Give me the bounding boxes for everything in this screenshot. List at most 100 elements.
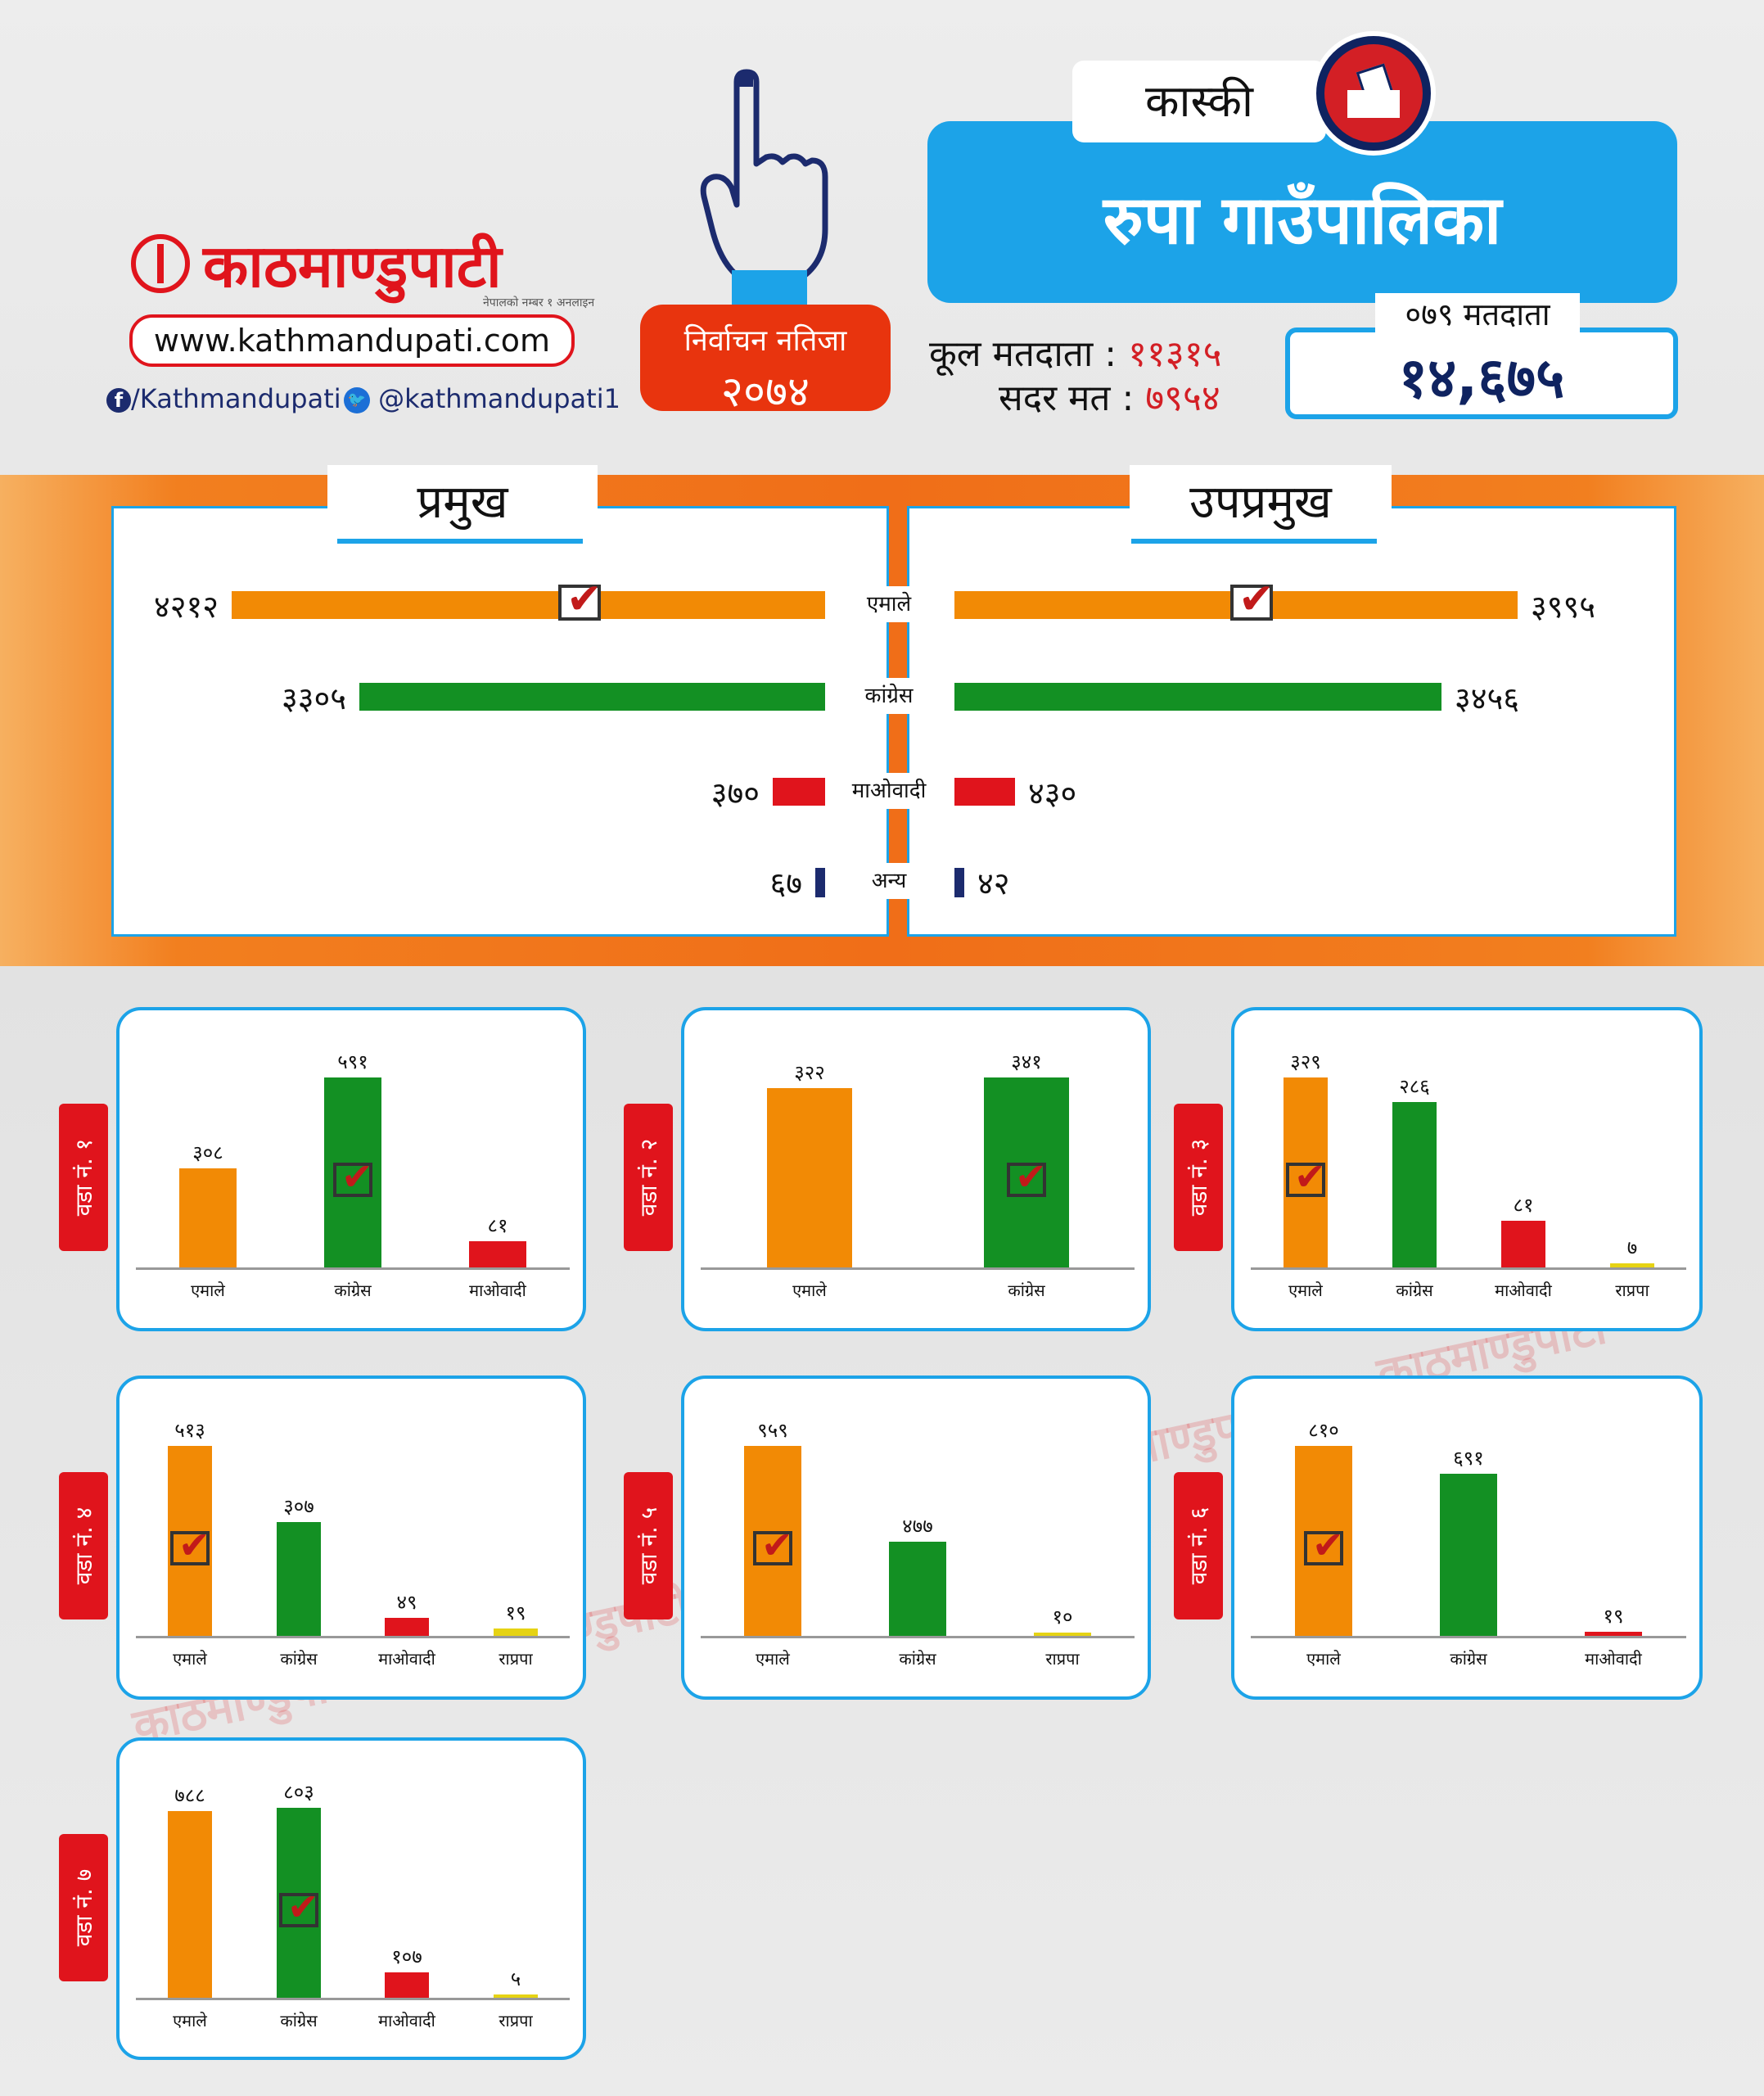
- ward-6-category-1: कांग्रेस: [1450, 1649, 1487, 1669]
- ward-4-winner-check-icon: [170, 1523, 210, 1567]
- result-year: २०७४: [720, 368, 810, 417]
- mayor-value-3: ६७: [769, 865, 802, 901]
- ward-3-tag: वडा नं. ३: [1174, 1104, 1223, 1251]
- twitter-link[interactable]: 🐦 @kathmandupati1: [344, 383, 620, 414]
- result-badge: निर्वाचन नतिजा २०७४: [640, 305, 891, 417]
- ward-1-value-1: ५९१: [337, 1050, 368, 1073]
- ward-2-winner-check-icon: [1007, 1154, 1047, 1199]
- ward-3-category-0: एमाले: [1288, 1281, 1323, 1300]
- ballot-box-icon: [1311, 31, 1436, 156]
- ward-4-value-3: १९: [505, 1601, 526, 1624]
- ward-3-value-2: ८१: [1513, 1194, 1534, 1217]
- brand-logo: काठमाण्डुपाटी नेपालको नम्बर १ अनलाइन: [131, 228, 594, 309]
- ward-4-category-3: राप्रपा: [499, 1649, 533, 1669]
- ward-3-category-1: कांग्रेस: [1396, 1281, 1433, 1300]
- twitter-icon: 🐦: [344, 387, 370, 413]
- ward-2-value-0: ३२२: [794, 1061, 825, 1084]
- ward-6-value-1: ६९१: [1453, 1447, 1484, 1470]
- ward-4-baseline: [136, 1636, 570, 1638]
- ward-4-category-0: एमाले: [173, 1649, 207, 1669]
- deputy-heading-underline: [1131, 539, 1377, 544]
- ward-4-category-2: माओवादी: [378, 1649, 435, 1669]
- party-label-2: माओवादी: [843, 773, 935, 809]
- ward-1-chart: ३०८ एमाले ५९१ कांग्रेस ८१ माओवादी: [116, 1007, 586, 1331]
- party-label-1: कांग्रेस: [843, 678, 935, 714]
- ward-7-category-0: एमाले: [173, 2011, 207, 2030]
- ward-4-title: वडा नं. ४: [70, 1506, 97, 1585]
- ward-7-value-2: १०७: [391, 1945, 422, 1968]
- ward-7-value-0: ७८८: [174, 1784, 205, 1807]
- ward-7-bar-2: [385, 1972, 429, 1998]
- ward-5-category-1: कांग्रेस: [899, 1649, 936, 1669]
- ward-1-category-0: एमाले: [191, 1281, 225, 1300]
- ward-3-bar-2: [1501, 1221, 1545, 1267]
- ward-3-title: वडा नं. ३: [1185, 1138, 1212, 1217]
- ward-6-bar-1: [1440, 1474, 1497, 1636]
- mayor-bar-2: [773, 778, 825, 806]
- deputy-winner-check-icon: [1230, 575, 1275, 624]
- valid-votes: सदर मत : ७९५४: [999, 372, 1220, 421]
- ward-2-category-1: कांग्रेस: [1008, 1281, 1045, 1300]
- ward-1-baseline: [136, 1267, 570, 1270]
- ward-7-category-2: माओवादी: [378, 2011, 435, 2030]
- ward-6-value-0: ८१०: [1308, 1419, 1339, 1442]
- ward-1-bar-2: [469, 1241, 526, 1267]
- ward-4-value-2: ४९: [396, 1591, 417, 1614]
- mayor-heading: प्रमुख: [327, 465, 598, 540]
- total-voters-label: कूल मतदाता :: [929, 333, 1117, 375]
- ward-5-baseline: [701, 1636, 1135, 1638]
- ward-2-baseline: [701, 1267, 1135, 1270]
- ward-2-value-1: ३४१: [1011, 1050, 1042, 1073]
- ward-4-bar-1: [277, 1522, 321, 1636]
- ward-7-category-3: राप्रपा: [499, 2011, 533, 2030]
- ward-3-winner-check-icon: [1286, 1154, 1326, 1199]
- ward-7-bar-0: [168, 1811, 212, 1998]
- mayor-bar-1: [359, 683, 825, 711]
- logo-tagline: नेपालको नम्बर १ अनलाइन: [483, 296, 595, 309]
- deputy-heading: उपप्रमुख: [1130, 465, 1392, 540]
- ward-5-bar-1: [889, 1542, 946, 1636]
- ward-5-title: वडा नं. ५: [635, 1506, 662, 1585]
- deputy-panel: [907, 506, 1676, 937]
- ward-6-value-2: १९: [1603, 1605, 1624, 1628]
- total-voters: कूल मतदाता : ११३१५: [929, 328, 1221, 377]
- ward-1-bar-0: [179, 1168, 237, 1267]
- mayor-heading-underline: [337, 539, 583, 544]
- ward-5-category-2: राप्रपा: [1045, 1649, 1080, 1669]
- ward-3-value-0: ३२९: [1290, 1050, 1321, 1073]
- ward-4-bar-3: [494, 1628, 538, 1636]
- ward-6-chart: ८१० एमाले ६९१ कांग्रेस १९ माओवादी: [1231, 1376, 1703, 1700]
- ward-5-value-0: ९५९: [757, 1419, 788, 1442]
- deputy-value-2: ४३०: [1028, 775, 1077, 811]
- ward-5-value-1: ४७७: [902, 1515, 933, 1538]
- ward-3-baseline: [1251, 1267, 1686, 1270]
- website-link[interactable]: www.kathmandupati.com: [129, 314, 575, 367]
- ward-2-category-0: एमाले: [792, 1281, 827, 1300]
- ward-3-value-3: ७: [1626, 1236, 1638, 1259]
- deputy-value-3: ४२: [977, 865, 1010, 901]
- ward-2-bar-0: [767, 1088, 852, 1267]
- ward-1-value-2: ८१: [487, 1214, 508, 1237]
- ward-7-chart: ७८८ एमाले ८०३ कांग्रेस १०७ माओवादी ५ राप्रपा: [116, 1737, 586, 2060]
- twitter-handle: @kathmandupati1: [378, 383, 620, 414]
- logo-text: काठमाण्डुपाटी: [203, 232, 502, 300]
- facebook-link[interactable]: f/Kathmandupati: [106, 383, 341, 414]
- ward-6-tag: वडा नं. ६: [1174, 1472, 1223, 1619]
- valid-votes-value: ७९५४: [1145, 377, 1220, 419]
- ward-6-winner-check-icon: [1304, 1523, 1344, 1567]
- party-label-0: एमाले: [843, 586, 935, 622]
- mayor-value-1: ३३०५: [281, 680, 346, 716]
- ward-4-tag: वडा नं. ४: [59, 1472, 108, 1619]
- deputy-bar-1: [954, 683, 1441, 711]
- ward-2-title: वडा नं. २: [635, 1138, 662, 1217]
- mayor-value-2: ३७०: [711, 775, 760, 811]
- mayor-bar-0: [232, 591, 825, 619]
- deputy-bar-2: [954, 778, 1015, 806]
- ward-7-tag: वडा नं. ७: [59, 1834, 108, 1981]
- deputy-value-1: ३४५६: [1455, 680, 1520, 716]
- mayor-bar-3: [815, 868, 825, 897]
- deputy-value-0: ३९९५: [1531, 589, 1596, 625]
- ward-7-baseline: [136, 1998, 570, 2000]
- voters-079-label: ०७९ मतदाता: [1375, 293, 1580, 336]
- ward-5-chart: ९५९ एमाले ४७७ कांग्रेस १० राप्रपा: [681, 1376, 1151, 1700]
